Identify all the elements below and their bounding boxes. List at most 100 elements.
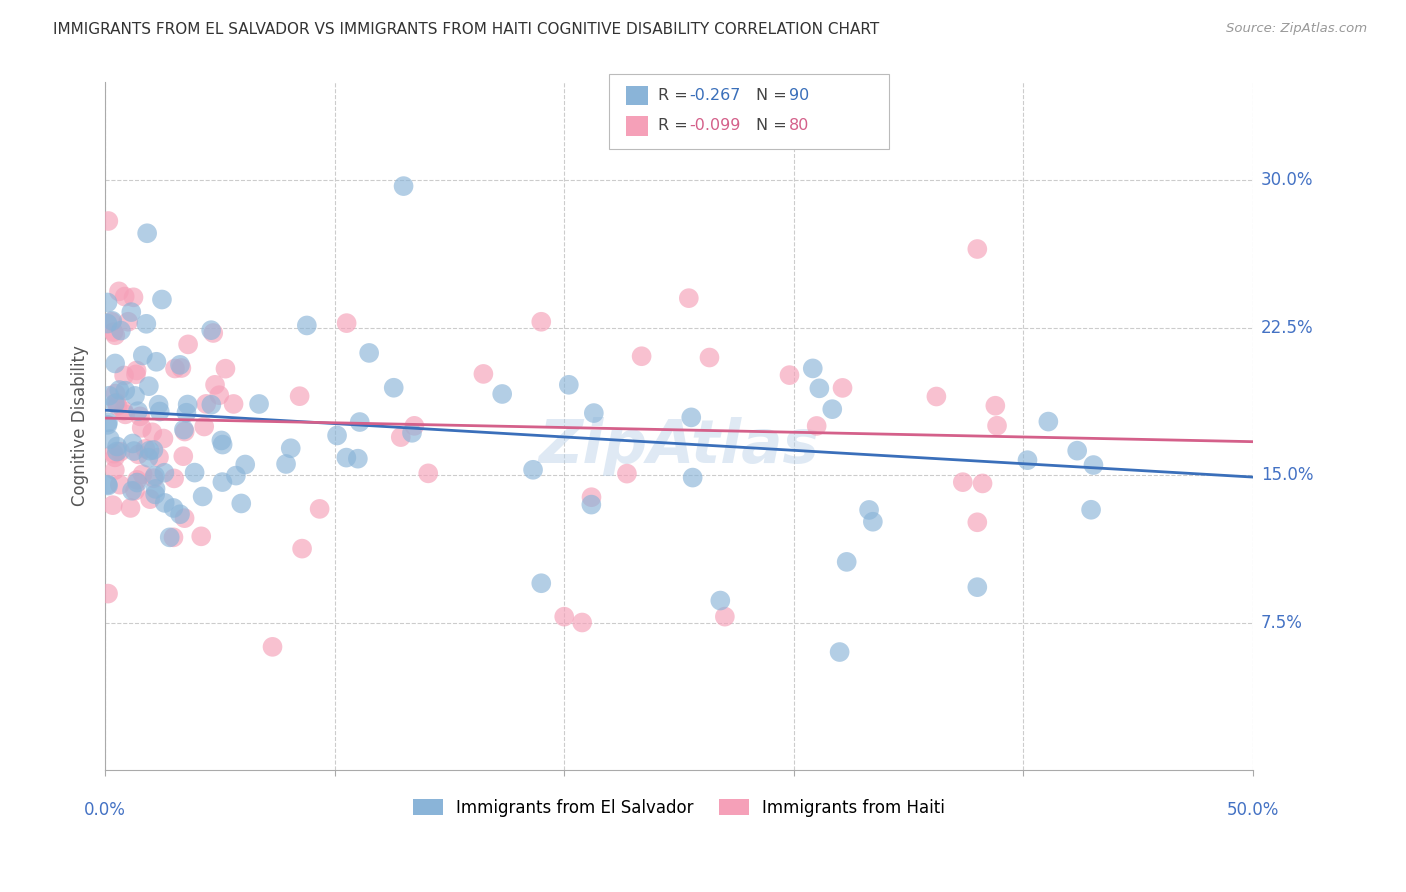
Point xyxy=(163,471,186,485)
Text: 80: 80 xyxy=(789,119,808,133)
Point xyxy=(124,483,146,498)
Point xyxy=(835,555,858,569)
Point xyxy=(138,443,160,458)
Point xyxy=(349,415,371,429)
Point xyxy=(808,381,831,395)
Point xyxy=(858,503,880,517)
Point xyxy=(195,397,218,411)
Point xyxy=(806,419,828,434)
Point xyxy=(274,457,297,471)
Point xyxy=(202,326,225,340)
Text: 90: 90 xyxy=(789,88,808,103)
Point xyxy=(359,346,381,360)
Point xyxy=(779,368,801,383)
Point xyxy=(308,502,330,516)
Point xyxy=(125,363,148,377)
Point xyxy=(110,324,132,338)
Point xyxy=(134,442,156,456)
Point xyxy=(1017,453,1039,467)
Point xyxy=(262,640,284,654)
Point xyxy=(108,285,131,299)
Point xyxy=(1066,443,1088,458)
Point xyxy=(104,356,127,370)
Point xyxy=(709,593,731,607)
Point xyxy=(211,437,233,451)
Point xyxy=(571,615,593,630)
Point xyxy=(404,418,426,433)
Point xyxy=(200,398,222,412)
Point xyxy=(148,450,170,465)
Point xyxy=(122,290,145,304)
Point xyxy=(966,242,988,256)
Point xyxy=(173,423,195,437)
Point xyxy=(522,463,544,477)
Point xyxy=(247,397,270,411)
Point xyxy=(966,516,988,530)
Point xyxy=(211,475,233,489)
Point xyxy=(96,417,118,432)
Point xyxy=(105,395,128,409)
Point xyxy=(191,490,214,504)
Point xyxy=(100,315,122,329)
Point xyxy=(472,367,495,381)
Point xyxy=(173,511,195,525)
Text: R =: R = xyxy=(658,88,693,103)
Point xyxy=(233,458,256,472)
Point xyxy=(97,415,120,429)
Point xyxy=(124,389,146,403)
Point xyxy=(114,408,136,422)
Text: 50.0%: 50.0% xyxy=(1226,800,1279,819)
Point xyxy=(104,328,127,343)
Point xyxy=(135,317,157,331)
Point xyxy=(97,214,120,228)
Point xyxy=(984,399,1007,413)
Point xyxy=(101,498,124,512)
Point xyxy=(108,383,131,397)
Point xyxy=(162,530,184,544)
Legend: Immigrants from El Salvador, Immigrants from Haiti: Immigrants from El Salvador, Immigrants … xyxy=(406,792,952,823)
Point xyxy=(177,337,200,351)
Point xyxy=(138,450,160,465)
Point xyxy=(581,498,603,512)
Point xyxy=(96,317,118,331)
Text: Source: ZipAtlas.com: Source: ZipAtlas.com xyxy=(1226,22,1367,36)
Point xyxy=(392,179,415,194)
Point xyxy=(828,645,851,659)
Point xyxy=(125,473,148,487)
Point xyxy=(107,399,129,413)
Point xyxy=(98,389,121,403)
Text: N =: N = xyxy=(756,119,793,133)
Point xyxy=(966,580,988,594)
Point xyxy=(131,467,153,482)
Point xyxy=(125,368,148,382)
Point xyxy=(136,227,159,241)
Point xyxy=(176,406,198,420)
Point xyxy=(347,451,370,466)
Point xyxy=(114,289,136,303)
Point xyxy=(553,609,575,624)
Point xyxy=(143,468,166,483)
Point xyxy=(952,475,974,490)
Point xyxy=(558,377,581,392)
Point xyxy=(101,314,124,328)
Text: 7.5%: 7.5% xyxy=(1261,614,1303,632)
Point xyxy=(104,450,127,465)
Point xyxy=(681,410,703,425)
Point xyxy=(173,425,195,439)
Point xyxy=(530,576,553,591)
Point xyxy=(190,529,212,543)
Point xyxy=(1083,458,1105,472)
Point xyxy=(169,358,191,372)
Point xyxy=(280,442,302,456)
Point xyxy=(801,361,824,376)
Point xyxy=(714,609,737,624)
Point xyxy=(96,295,118,310)
Point xyxy=(150,293,173,307)
Point xyxy=(225,468,247,483)
Point xyxy=(122,444,145,458)
Point xyxy=(145,482,167,496)
Point xyxy=(193,419,215,434)
Point xyxy=(530,315,553,329)
Point xyxy=(120,500,142,515)
Point xyxy=(152,432,174,446)
